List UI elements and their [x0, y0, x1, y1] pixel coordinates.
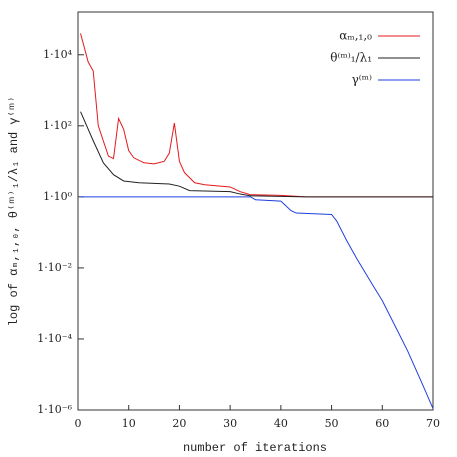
x-tick-label: 30	[223, 417, 237, 430]
y-axis-label: log of αₘ,₁,₀, θ⁽ᵐ⁾₁/λ₁ and γ⁽ᵐ⁾	[7, 96, 21, 327]
x-tick-label: 0	[75, 417, 82, 430]
x-tick-label: 10	[122, 417, 136, 430]
y-tick-label: 1·10⁰	[43, 190, 72, 203]
legend-label: θ⁽ᵐ⁾₁/λ₁	[330, 51, 372, 65]
y-tick-label: 1·10²	[43, 119, 72, 132]
series-line	[80, 111, 433, 198]
x-tick-label: 60	[375, 417, 389, 430]
y-tick-label: 1·10⁻²	[37, 261, 72, 274]
series-line	[80, 196, 434, 409]
legend-label: αₘ,₁,₀	[339, 29, 372, 43]
plot-frame	[77, 11, 434, 411]
y-tick-label: 1·10⁻⁴	[37, 332, 72, 345]
y-tick-label: 1·10⁻⁶	[37, 403, 72, 416]
x-tick-label: 70	[426, 417, 440, 430]
series-line	[80, 33, 433, 198]
x-tick-label: 40	[274, 417, 288, 430]
x-axis-label: number of iterations	[183, 441, 327, 455]
x-tick-label: 20	[172, 417, 186, 430]
y-tick-label: 1·10⁴	[43, 48, 72, 61]
x-tick-label: 50	[325, 417, 339, 430]
legend-label: γ⁽ᵐ⁾	[352, 73, 372, 87]
